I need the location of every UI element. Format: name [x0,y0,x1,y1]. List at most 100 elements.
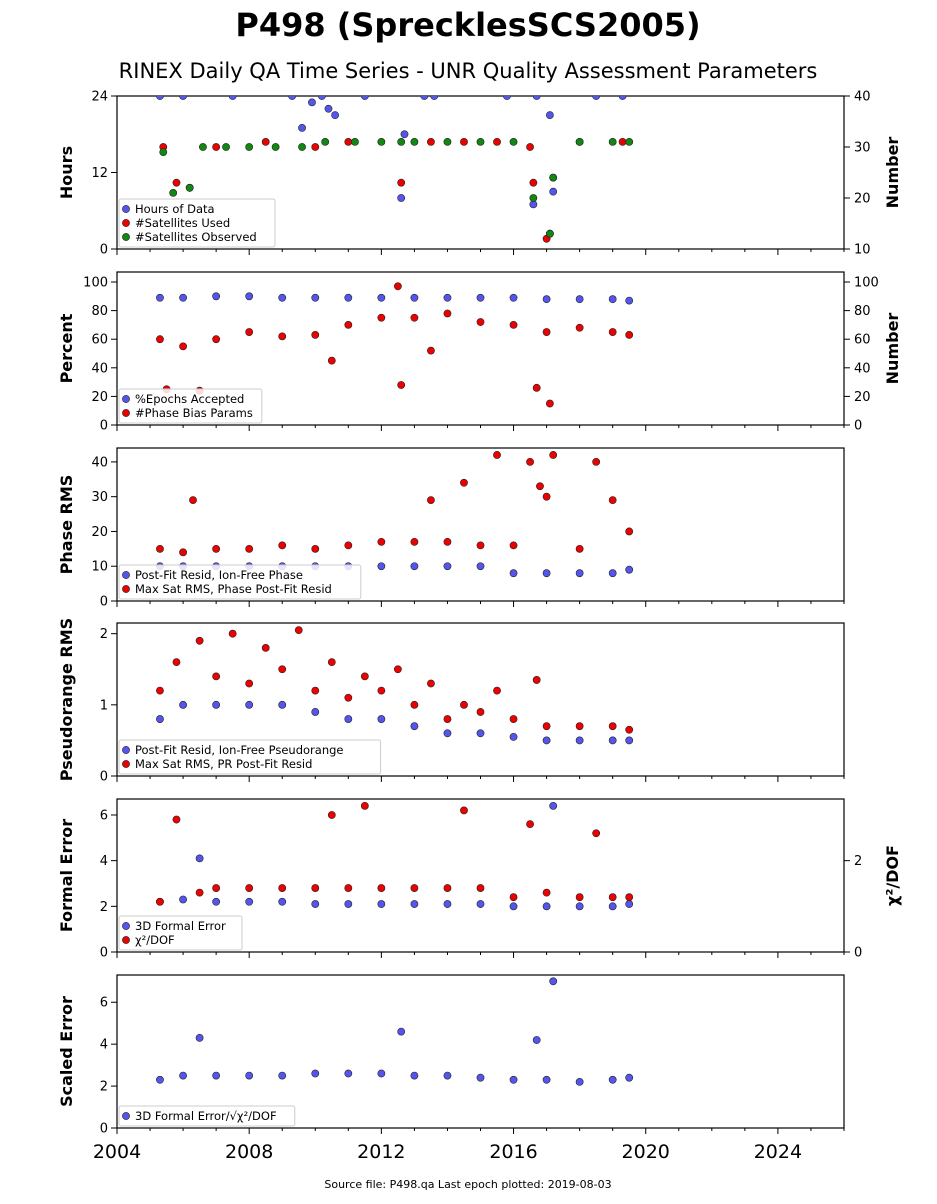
panel-4: 0 1 2 Pseudorange RMS Post-Fit Resid, Ion-Fr… [57,618,845,785]
data-point-blue [212,292,221,301]
data-point-blue [212,897,221,906]
y-tick-label: 2 [100,627,108,642]
legend-box [118,198,276,248]
data-point-blue [344,1069,353,1078]
data-point-red [327,356,336,365]
data-point-red [575,893,584,902]
data-points [156,977,634,1086]
legend-marker [122,746,130,754]
data-point-blue [360,96,369,100]
y2-tick-label: 20 [854,390,871,405]
data-point-blue [308,98,316,107]
data-point-blue [397,194,406,202]
data-point-red [443,309,452,318]
data-point-blue [397,1027,406,1036]
data-point-blue [410,1071,419,1080]
y-tick-label: 40 [91,455,108,470]
data-point-blue [509,732,518,741]
data-point-blue [443,1071,452,1080]
data-point-red [212,335,221,344]
data-point-green [397,137,406,146]
data-point-blue [575,902,584,911]
x-tick-label: 2008 [225,1141,273,1163]
y-tick-label: 100 [83,276,108,291]
data-point-red [625,331,634,339]
data-point-red [360,672,369,681]
data-point-blue [195,1033,204,1042]
data-point-green [185,183,194,192]
legend-box [118,915,243,951]
data-point-blue [509,293,518,302]
data-point-blue [311,900,320,908]
data-point-red [618,137,627,146]
data-point-blue [344,293,353,302]
data-point-red [245,544,254,553]
y2-tick-label: 0 [854,946,862,961]
data-point-red [245,679,254,688]
data-point-red [542,722,551,731]
data-point-red [509,715,518,723]
y-tick-label: 10 [91,560,108,575]
data-point-red [542,888,551,897]
legend-label: 3D Formal Error [135,919,226,933]
data-point-blue [311,708,320,716]
data-point-red [460,137,468,146]
data-point-blue [532,1036,541,1044]
data-point-blue [245,700,254,709]
y-tick-label: 4 [100,854,108,869]
data-point-blue [625,296,634,305]
data-point-blue [344,900,353,908]
data-point-red [608,893,617,902]
data-point-red [311,143,320,151]
data-point-red [179,342,187,351]
y-axis-label: Formal Error [57,819,76,932]
data-point-red [575,323,584,332]
data-point-green [159,148,168,156]
data-point-red [212,672,221,681]
y2-axis-label: Number [883,313,902,385]
data-point-red [427,679,435,688]
data-points [156,96,634,243]
y-tick-label: 2 [100,900,108,915]
y2-axis-label: χ²/DOF [883,845,902,906]
data-point-red [545,399,554,408]
data-point-red [460,478,468,487]
data-points [156,626,634,745]
data-point-red [278,884,287,892]
legend-label: Hours of Data [135,202,215,216]
data-point-red [532,383,541,392]
data-point-red [476,541,485,550]
data-point-blue [245,897,254,906]
y-tick-label: 12 [91,166,108,181]
data-point-red [189,496,197,505]
data-point-blue [278,293,287,302]
data-point-red [526,820,534,829]
data-point-blue [156,96,164,100]
data-point-red [344,884,353,892]
legend-marker [122,760,130,768]
data-point-red [195,888,204,897]
data-point-blue [410,293,419,302]
data-point-red [377,686,386,695]
data-point-blue [195,854,204,863]
data-point-blue [542,569,551,578]
legend-box [118,388,263,424]
data-point-green [549,173,558,182]
y2-tick-label: 100 [854,276,879,291]
data-point-red [327,811,336,819]
data-point-blue [179,1071,187,1080]
data-point-blue [377,1069,386,1078]
y-axis-label: Phase RMS [57,475,76,575]
data-point-red [625,725,634,734]
panel-3: 0 10 20 30 40 Phase RMS Post-Fit Resid, Ion-Fr… [57,447,845,610]
legend-marker [122,219,130,227]
data-point-blue [311,1069,320,1078]
data-point-blue [476,729,485,738]
data-point-red [608,496,617,505]
data-point-red [311,544,320,553]
y-tick-label: 0 [100,946,108,961]
data-point-red [532,676,541,684]
